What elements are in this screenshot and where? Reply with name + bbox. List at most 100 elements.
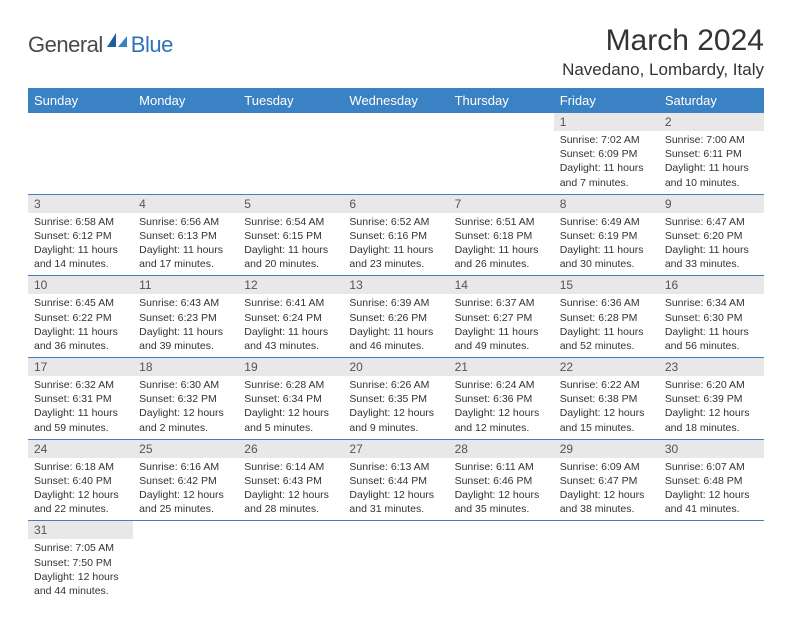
day-details: Sunrise: 6:49 AMSunset: 6:19 PMDaylight:… — [554, 213, 659, 276]
day-details: Sunrise: 6:34 AMSunset: 6:30 PMDaylight:… — [659, 294, 764, 357]
day-number: 14 — [449, 276, 554, 294]
day-dl1: Daylight: 12 hours — [34, 570, 127, 584]
day-dl1: Daylight: 11 hours — [560, 325, 653, 339]
day-ss: Sunset: 6:13 PM — [139, 229, 232, 243]
day-sr: Sunrise: 6:32 AM — [34, 378, 127, 392]
day-dl1: Daylight: 12 hours — [349, 406, 442, 420]
location: Navedano, Lombardy, Italy — [562, 60, 764, 80]
day-number: 18 — [133, 358, 238, 376]
day-dl1: Daylight: 12 hours — [665, 406, 758, 420]
day-ss: Sunset: 6:18 PM — [455, 229, 548, 243]
day-ss: Sunset: 6:43 PM — [244, 474, 337, 488]
day-details: Sunrise: 6:20 AMSunset: 6:39 PMDaylight:… — [659, 376, 764, 439]
day-dl1: Daylight: 11 hours — [665, 325, 758, 339]
day-sr: Sunrise: 6:36 AM — [560, 296, 653, 310]
calendar-cell: 24Sunrise: 6:18 AMSunset: 6:40 PMDayligh… — [28, 439, 133, 521]
day-details: Sunrise: 6:32 AMSunset: 6:31 PMDaylight:… — [28, 376, 133, 439]
day-details: Sunrise: 7:05 AMSunset: 7:50 PMDaylight:… — [28, 539, 133, 602]
day-sr: Sunrise: 6:20 AM — [665, 378, 758, 392]
day-number: 19 — [238, 358, 343, 376]
logo-text-general: General — [28, 32, 103, 58]
day-details: Sunrise: 6:24 AMSunset: 6:36 PMDaylight:… — [449, 376, 554, 439]
day-dl2: and 17 minutes. — [139, 257, 232, 271]
day-number: 12 — [238, 276, 343, 294]
day-number: 27 — [343, 440, 448, 458]
day-dl2: and 52 minutes. — [560, 339, 653, 353]
sail-icon — [107, 33, 129, 54]
calendar-cell: 29Sunrise: 6:09 AMSunset: 6:47 PMDayligh… — [554, 439, 659, 521]
day-number: 5 — [238, 195, 343, 213]
day-dl2: and 49 minutes. — [455, 339, 548, 353]
day-dl2: and 28 minutes. — [244, 502, 337, 516]
day-dl1: Daylight: 11 hours — [560, 243, 653, 257]
calendar-cell: 18Sunrise: 6:30 AMSunset: 6:32 PMDayligh… — [133, 358, 238, 440]
day-dl2: and 56 minutes. — [665, 339, 758, 353]
day-sr: Sunrise: 6:37 AM — [455, 296, 548, 310]
day-dl1: Daylight: 12 hours — [560, 406, 653, 420]
weekday-header: Tuesday — [238, 88, 343, 113]
day-sr: Sunrise: 6:11 AM — [455, 460, 548, 474]
day-ss: Sunset: 6:15 PM — [244, 229, 337, 243]
day-number: 13 — [343, 276, 448, 294]
calendar-week-row: 31Sunrise: 7:05 AMSunset: 7:50 PMDayligh… — [28, 521, 764, 602]
day-ss: Sunset: 6:35 PM — [349, 392, 442, 406]
day-number: 17 — [28, 358, 133, 376]
day-details: Sunrise: 7:00 AMSunset: 6:11 PMDaylight:… — [659, 131, 764, 194]
day-number: 3 — [28, 195, 133, 213]
weekday-row: Sunday Monday Tuesday Wednesday Thursday… — [28, 88, 764, 113]
calendar-cell: 17Sunrise: 6:32 AMSunset: 6:31 PMDayligh… — [28, 358, 133, 440]
day-number: 16 — [659, 276, 764, 294]
weekday-header: Thursday — [449, 88, 554, 113]
calendar-week-row: 10Sunrise: 6:45 AMSunset: 6:22 PMDayligh… — [28, 276, 764, 358]
day-number: 4 — [133, 195, 238, 213]
logo-text-blue: Blue — [131, 32, 173, 58]
weekday-header: Monday — [133, 88, 238, 113]
day-sr: Sunrise: 6:43 AM — [139, 296, 232, 310]
day-details: Sunrise: 6:37 AMSunset: 6:27 PMDaylight:… — [449, 294, 554, 357]
calendar-cell: 31Sunrise: 7:05 AMSunset: 7:50 PMDayligh… — [28, 521, 133, 602]
day-dl1: Daylight: 11 hours — [665, 243, 758, 257]
day-dl2: and 39 minutes. — [139, 339, 232, 353]
day-sr: Sunrise: 6:54 AM — [244, 215, 337, 229]
day-dl1: Daylight: 12 hours — [139, 488, 232, 502]
day-sr: Sunrise: 6:45 AM — [34, 296, 127, 310]
calendar-cell: 21Sunrise: 6:24 AMSunset: 6:36 PMDayligh… — [449, 358, 554, 440]
day-number: 31 — [28, 521, 133, 539]
day-dl2: and 7 minutes. — [560, 176, 653, 190]
day-dl2: and 44 minutes. — [34, 584, 127, 598]
day-details: Sunrise: 6:52 AMSunset: 6:16 PMDaylight:… — [343, 213, 448, 276]
day-details: Sunrise: 6:39 AMSunset: 6:26 PMDaylight:… — [343, 294, 448, 357]
day-sr: Sunrise: 7:02 AM — [560, 133, 653, 147]
day-dl2: and 2 minutes. — [139, 421, 232, 435]
day-number: 22 — [554, 358, 659, 376]
day-dl1: Daylight: 12 hours — [349, 488, 442, 502]
calendar-week-row: 3Sunrise: 6:58 AMSunset: 6:12 PMDaylight… — [28, 194, 764, 276]
day-ss: Sunset: 6:42 PM — [139, 474, 232, 488]
day-sr: Sunrise: 6:56 AM — [139, 215, 232, 229]
day-ss: Sunset: 6:19 PM — [560, 229, 653, 243]
calendar-cell — [449, 521, 554, 602]
day-sr: Sunrise: 6:24 AM — [455, 378, 548, 392]
day-sr: Sunrise: 6:51 AM — [455, 215, 548, 229]
day-dl1: Daylight: 12 hours — [560, 488, 653, 502]
day-details: Sunrise: 6:58 AMSunset: 6:12 PMDaylight:… — [28, 213, 133, 276]
day-dl2: and 23 minutes. — [349, 257, 442, 271]
day-dl1: Daylight: 12 hours — [455, 488, 548, 502]
calendar-table: Sunday Monday Tuesday Wednesday Thursday… — [28, 88, 764, 602]
calendar-cell: 15Sunrise: 6:36 AMSunset: 6:28 PMDayligh… — [554, 276, 659, 358]
day-ss: Sunset: 6:28 PM — [560, 311, 653, 325]
day-ss: Sunset: 6:16 PM — [349, 229, 442, 243]
day-sr: Sunrise: 6:18 AM — [34, 460, 127, 474]
day-dl1: Daylight: 11 hours — [139, 325, 232, 339]
day-number: 6 — [343, 195, 448, 213]
calendar-cell: 27Sunrise: 6:13 AMSunset: 6:44 PMDayligh… — [343, 439, 448, 521]
calendar-cell: 2Sunrise: 7:00 AMSunset: 6:11 PMDaylight… — [659, 113, 764, 194]
calendar-cell — [133, 113, 238, 194]
day-dl2: and 33 minutes. — [665, 257, 758, 271]
day-dl2: and 43 minutes. — [244, 339, 337, 353]
day-dl1: Daylight: 11 hours — [665, 161, 758, 175]
day-sr: Sunrise: 6:34 AM — [665, 296, 758, 310]
day-number: 28 — [449, 440, 554, 458]
weekday-header: Wednesday — [343, 88, 448, 113]
calendar-cell: 30Sunrise: 6:07 AMSunset: 6:48 PMDayligh… — [659, 439, 764, 521]
